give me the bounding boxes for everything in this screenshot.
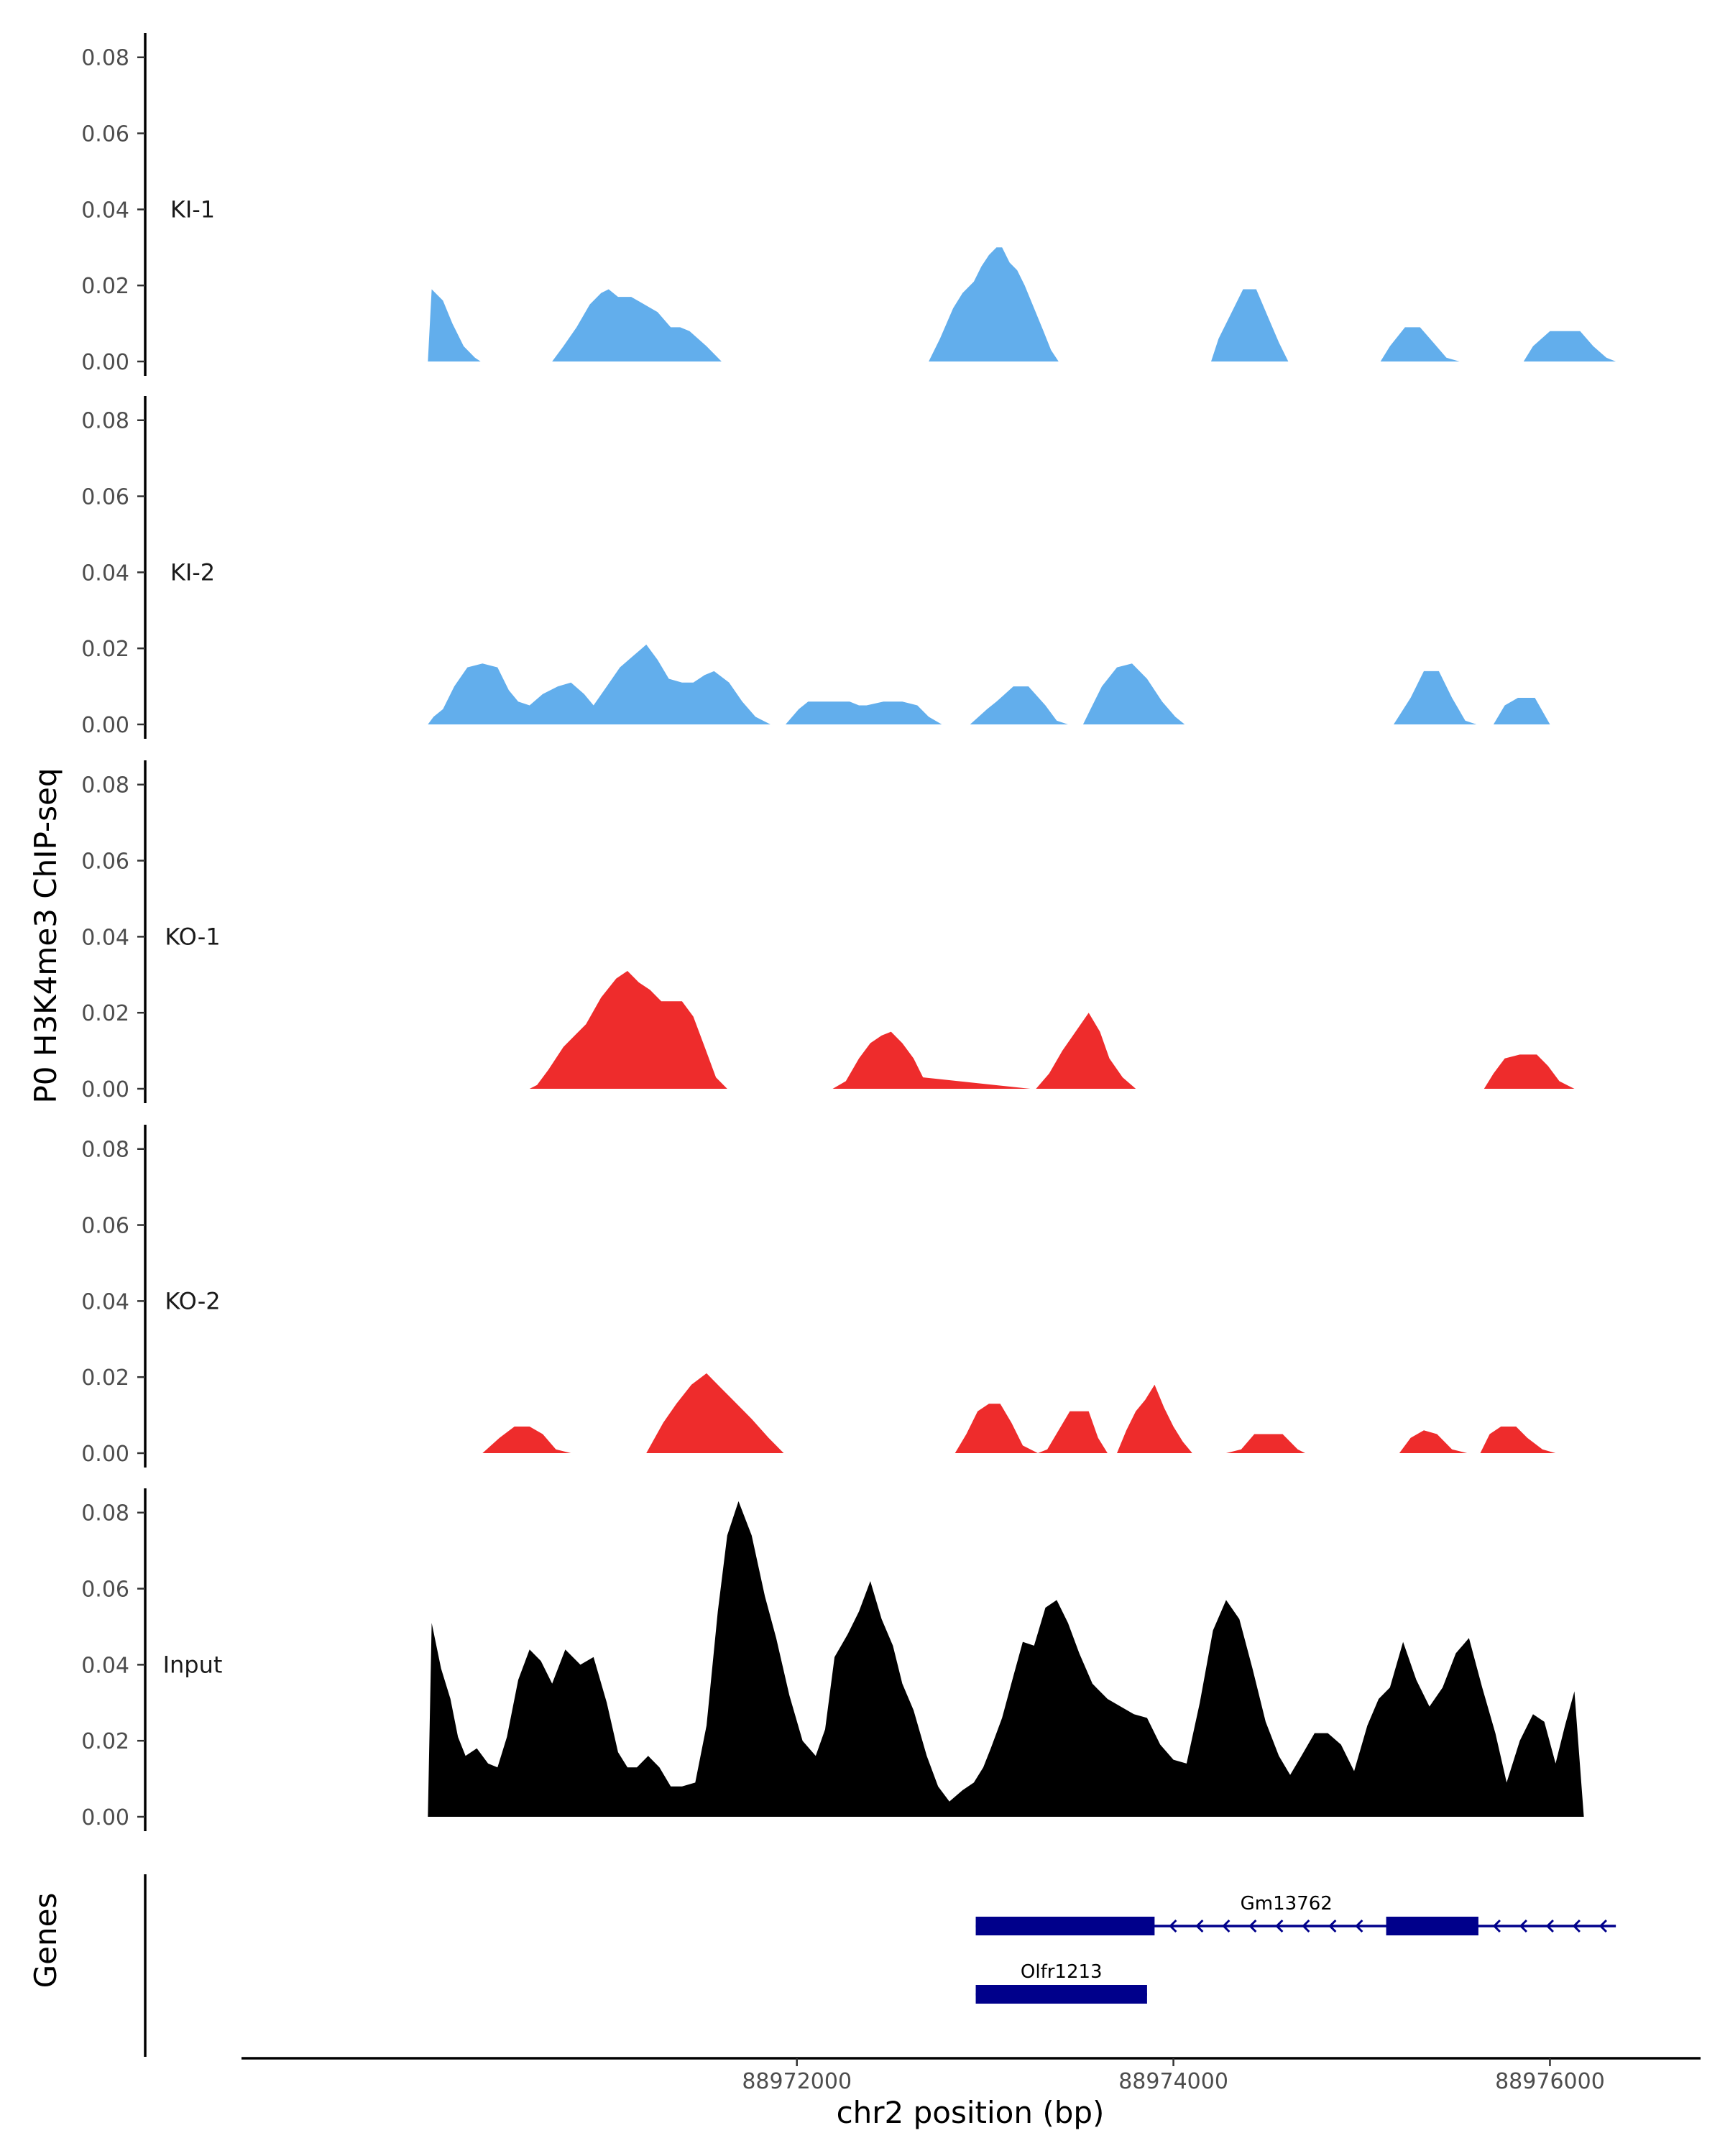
- y-axis-title: P0 H3K4me3 ChIP-seq: [28, 768, 63, 1103]
- coverage-peak: [786, 701, 942, 724]
- coverage-peak: [832, 1031, 1031, 1089]
- y-tick-label: 0.00: [81, 1805, 129, 1830]
- coverage-peak: [1038, 1411, 1108, 1453]
- coverage-peak: [1480, 1427, 1556, 1453]
- y-tick-label: 0.08: [81, 1138, 129, 1163]
- y-tick-label: 0.00: [81, 1077, 129, 1102]
- y-tick-label: 0.06: [81, 1577, 129, 1603]
- coverage-peak: [529, 971, 727, 1089]
- x-axis-title: chr2 position (bp): [837, 2095, 1105, 2130]
- track-input: 0.00 0.02 0.04 0.06 0.08 Input: [81, 1488, 1584, 1831]
- coverage-peak: [929, 247, 1059, 361]
- strand-arrow: [1248, 1919, 1257, 1933]
- y-tick-label: 0.06: [81, 122, 129, 147]
- y-tick-label: 0.08: [81, 409, 129, 434]
- track-label: KI-1: [170, 195, 215, 223]
- coverage-peak: [482, 1427, 571, 1453]
- strand-arrow: [1519, 1919, 1527, 1933]
- track-label: KO-1: [165, 923, 220, 950]
- track-ki-1: 0.00 0.02 0.04 0.06 0.08 KI-1: [81, 33, 1616, 376]
- strand-arrow: [1222, 1919, 1230, 1933]
- x-tick-label: 88974000: [1118, 2069, 1228, 2094]
- x-tick-label: 88972000: [742, 2069, 852, 2094]
- y-tick-label: 0.02: [81, 1001, 129, 1026]
- y-tick-label: 0.00: [81, 1442, 129, 1467]
- track-label: KI-2: [170, 558, 215, 586]
- coverage-peak: [1211, 289, 1289, 361]
- coverage-peak: [428, 1501, 1584, 1817]
- gene-olfr1213: Olfr1213: [975, 1961, 1147, 2004]
- coverage-peak: [970, 686, 1068, 724]
- y-tick-label: 0.06: [81, 849, 129, 875]
- coverage-peak: [1399, 1430, 1468, 1453]
- strand-arrow: [1355, 1919, 1363, 1933]
- coverage-peak: [646, 1373, 784, 1453]
- coverage-peak: [1523, 331, 1616, 361]
- gene-gm13762: Gm13762: [975, 1893, 1616, 1935]
- y-tick-label: 0.00: [81, 713, 129, 738]
- gene-label: Gm13762: [1241, 1893, 1333, 1915]
- x-tick-label: 88976000: [1495, 2069, 1605, 2094]
- coverage-peak: [1082, 663, 1185, 724]
- y-tick-label: 0.02: [81, 274, 129, 299]
- coverage-peak: [428, 644, 770, 724]
- track-ko-1: 0.00 0.02 0.04 0.06 0.08 KO-1: [81, 760, 1575, 1103]
- coverage-peak: [1225, 1434, 1305, 1453]
- y-tick-label: 0.04: [81, 925, 129, 950]
- strand-arrow: [1492, 1919, 1501, 1933]
- y-tick-label: 0.04: [81, 1289, 129, 1314]
- strand-arrow: [1275, 1919, 1284, 1933]
- coverage-peak: [1380, 327, 1460, 361]
- coverage-peak: [954, 1404, 1038, 1453]
- gene-exon: [975, 1985, 1147, 2004]
- strand-arrow: [1328, 1919, 1337, 1933]
- coverage-peak: [1493, 698, 1550, 724]
- y-tick-label: 0.04: [81, 198, 129, 223]
- strand-arrow: [1598, 1919, 1607, 1933]
- y-tick-label: 0.02: [81, 1365, 129, 1391]
- track-ko-2: 0.00 0.02 0.04 0.06 0.08 KO-2: [81, 1125, 1556, 1468]
- y-tick-label: 0.04: [81, 1653, 129, 1678]
- gene-label: Olfr1213: [1021, 1961, 1103, 1983]
- track-label: Input: [163, 1651, 223, 1678]
- genes-panel: Gm13762 Olfr1213: [144, 1874, 1616, 2057]
- strand-arrow: [1572, 1919, 1581, 1933]
- gene-exon: [1386, 1917, 1478, 1935]
- y-tick-label: 0.02: [81, 1729, 129, 1754]
- coverage-peak: [1394, 671, 1477, 724]
- track-label: KO-2: [165, 1287, 220, 1314]
- coverage-peak: [428, 289, 481, 361]
- y-tick-label: 0.08: [81, 1501, 129, 1526]
- y-tick-label: 0.04: [81, 561, 129, 586]
- track-ki-2: 0.00 0.02 0.04 0.06 0.08 KI-2: [81, 396, 1550, 739]
- strand-arrow: [1195, 1919, 1204, 1933]
- x-axis: 88972000 88974000 88976000: [242, 2057, 1701, 2094]
- strand-arrow: [1545, 1919, 1554, 1933]
- coverage-peak: [1484, 1054, 1575, 1089]
- y-tick-label: 0.02: [81, 637, 129, 662]
- strand-arrow: [1169, 1919, 1177, 1933]
- coverage-peak: [1036, 1013, 1136, 1089]
- coverage-tracks: 0.00 0.02 0.04 0.06 0.08 KI-1 0.00 0.02 0.04 0.06…: [81, 33, 1616, 1831]
- coverage-peak: [552, 289, 722, 361]
- strand-arrow: [1302, 1919, 1310, 1933]
- y-tick-label: 0.06: [81, 1214, 129, 1239]
- y-tick-label: 0.08: [81, 46, 129, 71]
- y-tick-label: 0.08: [81, 773, 129, 798]
- y-tick-label: 0.00: [81, 350, 129, 375]
- coverage-peak: [1117, 1384, 1192, 1453]
- gene-exon: [975, 1917, 1155, 1935]
- y-tick-label: 0.06: [81, 485, 129, 510]
- genes-axis-title: Genes: [28, 1893, 63, 1989]
